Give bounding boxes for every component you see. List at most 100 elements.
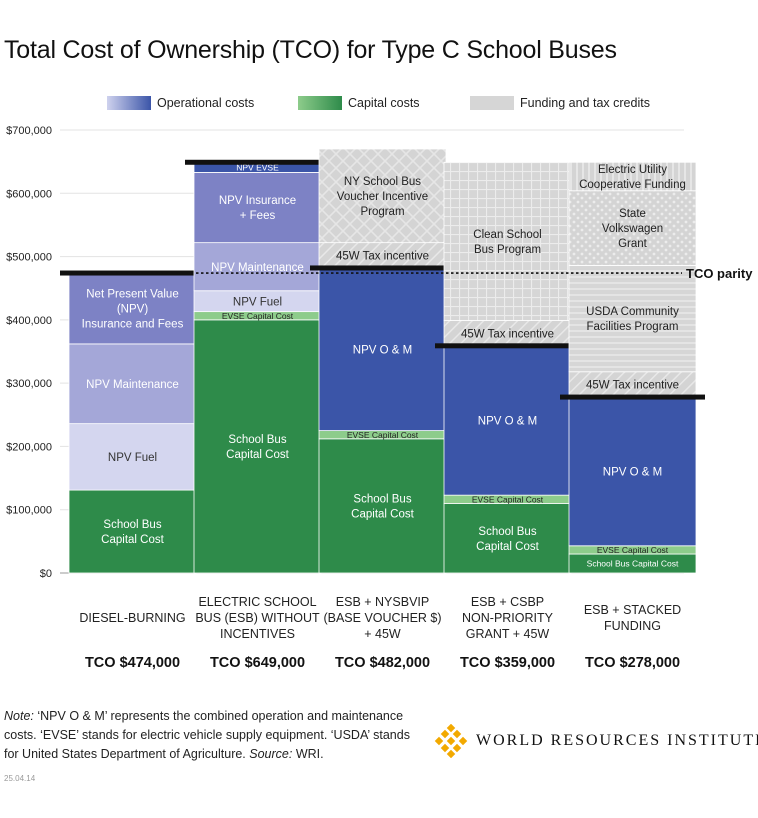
segment-label-line: Voucher Incentive — [337, 191, 428, 203]
legend-item-capital: Capital costs — [298, 92, 420, 114]
segment-label-line: State — [619, 208, 646, 220]
bar-segment — [193, 172, 322, 244]
segment-label: Net Present Value (NPV) Insurance and Fees — [82, 289, 184, 331]
category-label: ESB + CSBP NON-PRIORITY GRANT + 45W — [434, 594, 581, 642]
category-label-line: BUS (ESB) WITHOUT — [195, 611, 320, 625]
segment-label: State Volkswagen Grant — [602, 208, 663, 250]
segment-label-line: School Bus — [228, 434, 286, 446]
source-text: WRI. — [292, 747, 324, 761]
segment-label-line: NPV O & M — [353, 344, 412, 356]
segment-label: Clean School Bus Program — [473, 229, 541, 256]
segment-label-line: (NPV) — [117, 304, 148, 316]
segment-label-line: + Fees — [240, 210, 276, 222]
category-label: DIESEL-BURNING — [59, 610, 206, 626]
segment-label: NPV O & M — [478, 416, 537, 428]
segment-label-line: NPV EVSE — [236, 162, 279, 172]
bar-segment — [568, 161, 697, 192]
segment-label-line: 45W Tax incentive — [586, 380, 679, 392]
source-lead: Source: — [249, 747, 293, 761]
segment-label: NPV Maintenance — [86, 379, 179, 391]
category-label-line: (BASE VOUCHER $) — [323, 611, 442, 625]
tco-total-label: TCO $649,000 — [209, 655, 306, 671]
segment-label: School Bus Capital Cost — [587, 559, 679, 569]
chart-title: Total Cost of Ownership (TCO) for Type C… — [4, 36, 617, 64]
bar-segment — [318, 438, 447, 574]
note-lead: Note: — [4, 709, 34, 723]
segment-label-line: USDA Community — [586, 306, 679, 318]
wri-logo-text: WORLD RESOURCES INSTITUTE — [476, 732, 758, 749]
wri-diamond-icon — [434, 724, 468, 758]
segment-label-line: Cooperative Funding — [579, 179, 686, 191]
bar-stack: School Bus Capital Cost NPV Fuel NPV Mainte… — [60, 270, 205, 574]
y-tick-label: $200,000 — [6, 441, 52, 453]
bars: School Bus Capital Cost NPV Fuel NPV Mainte… — [60, 148, 705, 574]
y-tick-label: $500,000 — [6, 252, 52, 264]
legend-item-operational: Operational costs — [107, 92, 254, 114]
segment-label-line: Capital Cost — [351, 509, 414, 521]
y-tick-label: $600,000 — [6, 188, 52, 200]
segment-label: NPV Fuel — [233, 296, 282, 308]
bar-segment — [193, 319, 322, 574]
category-label-line: + 45W — [364, 627, 401, 641]
segment-label: School Bus Capital Cost — [351, 494, 414, 521]
category-label: ELECTRIC SCHOOL BUS (ESB) WITHOUT INCENTIV… — [184, 594, 331, 642]
bar-segment — [443, 161, 572, 321]
segment-label-line: EVSE Capital Cost — [472, 494, 544, 504]
segment-label-line: Electric Utility — [598, 164, 667, 176]
segment-label: EVSE Capital Cost — [597, 545, 669, 555]
bar-segment — [318, 148, 447, 244]
category-label-line: INCENTIVES — [219, 627, 295, 641]
segment-label-line: NPV Insurance — [219, 195, 296, 207]
legend-label: Funding and tax credits — [520, 96, 650, 110]
segment-label-line: NPV O & M — [478, 416, 537, 428]
bar-stack: School Bus Capital Cost EVSE Capital Cost N… — [310, 148, 455, 574]
segment-label-line: NPV Fuel — [108, 452, 157, 464]
segment-label-line: School Bus — [353, 494, 411, 506]
segment-label-line: Program — [360, 206, 404, 218]
segment-label-line: 45W Tax incentive — [336, 250, 429, 262]
y-axis: $0 $100,000 $200,000 $300,000 $400,000 $500,0… — [6, 125, 52, 580]
category-label-line: ESB + STACKED — [583, 603, 682, 617]
bar-segment — [568, 371, 697, 398]
category-label-line: ELECTRIC SCHOOL — [198, 595, 317, 609]
segment-label-line: Capital Cost — [101, 534, 164, 546]
segment-label: 45W Tax incentive — [461, 328, 554, 340]
legend-label: Operational costs — [157, 96, 255, 110]
segment-label-line: NPV O & M — [603, 467, 662, 479]
bar-stack: School Bus Capital Cost EVSE Capital Cost N… — [435, 161, 580, 574]
segment-label: NPV EVSE — [236, 162, 279, 172]
category-label-line: ESB + NYSBVIP — [335, 595, 430, 609]
note-body: ‘NPV O & M’ represents the combined oper… — [4, 709, 410, 761]
bar-segment — [443, 320, 572, 347]
category-label-line: DIESEL-BURNING — [79, 611, 186, 625]
segment-label-line: Capital Cost — [226, 449, 289, 461]
y-tick-label: $700,000 — [6, 125, 52, 137]
date-code: 25.04.14 — [4, 774, 36, 783]
bar-segment — [68, 343, 197, 425]
bar-segment — [443, 502, 572, 574]
category-label-line: ESB + CSBP — [470, 595, 545, 609]
segment-label-line: Net Present Value — [86, 289, 178, 301]
footnote: Note: ‘NPV O & M’ represents the combine… — [4, 707, 414, 764]
tco-stacked-bar-chart: $0 $100,000 $200,000 $300,000 $400,000 $500,0… — [6, 125, 753, 580]
tco-marker — [560, 394, 705, 400]
segment-label: School Bus Capital Cost — [476, 526, 539, 553]
tco-marker — [435, 343, 580, 349]
segment-label-line: School Bus Capital Cost — [587, 559, 679, 569]
tco-marker — [185, 159, 330, 165]
bar-segment — [568, 396, 697, 547]
segment-label-line: 45W Tax incentive — [461, 328, 554, 340]
bar-segment — [443, 345, 572, 496]
legend-item-funding: Funding and tax credits — [470, 92, 650, 114]
bar-segment — [318, 242, 447, 269]
category-label-line: FUNDING — [604, 619, 661, 633]
segment-label: NY School Bus Voucher Incentive Program — [337, 176, 428, 218]
legend: Operational costs Capital costs Funding … — [0, 92, 758, 114]
segment-label: School Bus Capital Cost — [226, 434, 289, 461]
tco-marker — [310, 265, 455, 271]
segment-label-line: NPV Maintenance — [211, 262, 304, 274]
category-label-line: GRANT + 45W — [465, 627, 550, 641]
segment-label-line: EVSE Capital Cost — [347, 430, 419, 440]
y-tick-label: $400,000 — [6, 315, 52, 327]
segment-label-line: NPV Maintenance — [86, 379, 179, 391]
